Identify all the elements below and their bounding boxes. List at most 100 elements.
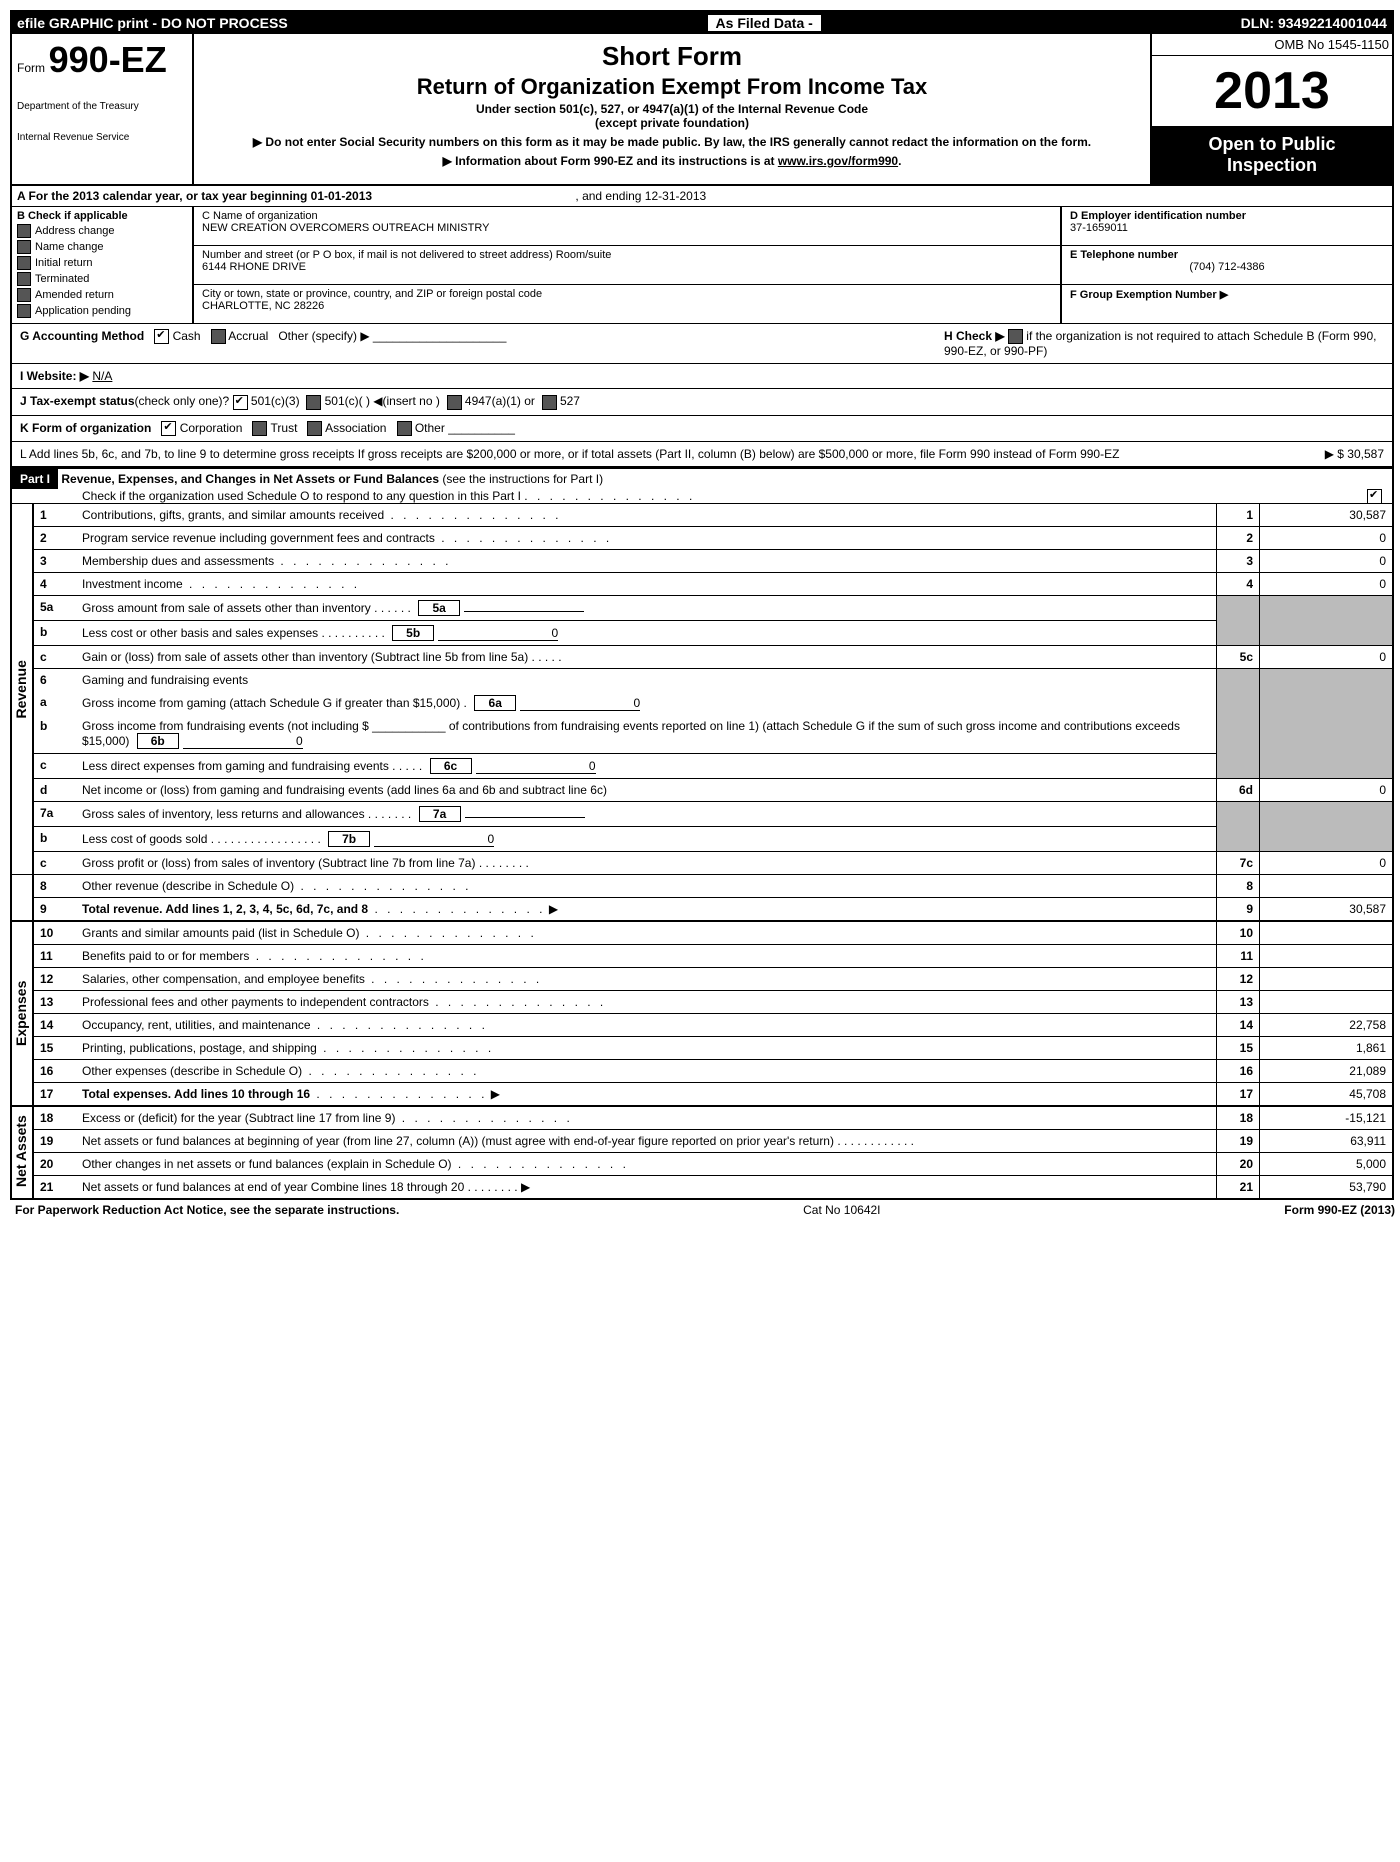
expenses-side-label: Expenses (12, 921, 33, 1106)
amt-11 (1260, 944, 1393, 967)
amt-6c: 0 (476, 759, 596, 774)
cb-address-change[interactable]: Address change (17, 224, 187, 238)
title-return: Return of Organization Exempt From Incom… (204, 74, 1140, 100)
line-i: I Website: ▶ N/A (12, 364, 1392, 389)
dept-treasury: Department of the Treasury (17, 101, 187, 112)
ein-value: 37-1659011 (1070, 222, 1128, 234)
website-value: N/A (92, 369, 112, 383)
amt-20: 5,000 (1260, 1152, 1393, 1175)
org-name-row: C Name of organization NEW CREATION OVER… (194, 207, 1060, 246)
cb-amended[interactable]: Amended return (17, 288, 187, 302)
as-filed-label: As Filed Data - (708, 15, 821, 31)
amt-17: 45,708 (1260, 1082, 1393, 1106)
cb-4947[interactable] (447, 395, 462, 410)
header-right: OMB No 1545-1150 2013 Open to Public Ins… (1150, 34, 1392, 184)
col-d: D Employer identification number 37-1659… (1060, 207, 1392, 323)
amt-3: 0 (1260, 549, 1393, 572)
org-name: NEW CREATION OVERCOMERS OUTREACH MINISTR… (202, 222, 489, 234)
part-i-header: Part I Revenue, Expenses, and Changes in… (12, 467, 1392, 504)
org-address: 6144 RHONE DRIVE (202, 261, 306, 273)
note-info: ▶ Information about Form 990-EZ and its … (204, 154, 1140, 168)
cb-527[interactable] (542, 395, 557, 410)
amt-6a: 0 (520, 696, 640, 711)
phone-row: E Telephone number (704) 712-4386 (1062, 246, 1392, 285)
header-center: Short Form Return of Organization Exempt… (194, 34, 1150, 184)
footer-mid: Cat No 10642I (803, 1203, 880, 1217)
cb-501c[interactable] (306, 395, 321, 410)
amt-12 (1260, 967, 1393, 990)
amt-6d: 0 (1260, 778, 1393, 801)
note-ssn: ▶ Do not enter Social Security numbers o… (204, 135, 1140, 149)
amt-15: 1,861 (1260, 1036, 1393, 1059)
amt-13 (1260, 990, 1393, 1013)
irs-link[interactable]: www.irs.gov/form990 (778, 154, 898, 168)
footer: For Paperwork Reduction Act Notice, see … (10, 1200, 1400, 1220)
open-public: Open to Public Inspection (1152, 126, 1392, 184)
col-b-header: B Check if applicable (17, 210, 128, 222)
line-l: L Add lines 5b, 6c, and 7b, to line 9 to… (12, 442, 1392, 467)
amt-4: 0 (1260, 572, 1393, 595)
cb-other[interactable] (397, 421, 412, 436)
amt-8 (1260, 874, 1393, 897)
cb-501c3[interactable] (233, 395, 248, 410)
gross-receipts: ▶ $ 30,587 (1204, 447, 1384, 461)
header-left: Form 990-EZ Department of the Treasury I… (12, 34, 194, 184)
dept-irs: Internal Revenue Service (17, 132, 187, 143)
netassets-side-label: Net Assets (12, 1106, 33, 1198)
amt-5b: 0 (438, 626, 558, 641)
amt-14: 22,758 (1260, 1013, 1393, 1036)
header: Form 990-EZ Department of the Treasury I… (12, 34, 1392, 186)
revenue-side-label: Revenue (12, 504, 33, 875)
cb-assoc[interactable] (307, 421, 322, 436)
line-j: J Tax-exempt status(check only one)? 501… (12, 389, 1392, 415)
cb-terminated[interactable]: Terminated (17, 272, 187, 286)
line-g-h: G Accounting Method Cash Accrual Other (… (12, 324, 1392, 364)
amt-16: 21,089 (1260, 1059, 1393, 1082)
efile-label: efile GRAPHIC print - DO NOT PROCESS (17, 15, 288, 31)
ein-row: D Employer identification number 37-1659… (1062, 207, 1392, 246)
amt-7b: 0 (374, 832, 494, 847)
form-990ez: efile GRAPHIC print - DO NOT PROCESS As … (10, 10, 1394, 1200)
amt-7c: 0 (1260, 851, 1393, 874)
col-c: C Name of organization NEW CREATION OVER… (194, 207, 1060, 323)
cb-cash[interactable] (154, 329, 169, 344)
form-prefix: Form (17, 61, 45, 75)
subtitle-except: (except private foundation) (204, 116, 1140, 130)
lines-table: Revenue 1 Contributions, gifts, grants, … (12, 504, 1392, 1198)
group-row: F Group Exemption Number ▶ (1062, 285, 1392, 323)
phone-value: (704) 712-4386 (1070, 261, 1384, 273)
tax-year: 2013 (1152, 56, 1392, 126)
cb-schedule-b[interactable] (1008, 329, 1023, 344)
amt-18: -15,121 (1260, 1106, 1393, 1130)
omb-number: OMB No 1545-1150 (1152, 34, 1392, 56)
footer-right: Form 990-EZ (2013) (1284, 1203, 1395, 1217)
cb-initial-return[interactable]: Initial return (17, 256, 187, 270)
cb-trust[interactable] (252, 421, 267, 436)
form-number: 990-EZ (49, 39, 167, 80)
line-k: K Form of organization Corporation Trust… (12, 416, 1392, 442)
dln-label: DLN: 93492214001044 (1241, 15, 1387, 31)
amt-9: 30,587 (1260, 897, 1393, 921)
org-addr-row: Number and street (or P O box, if mail i… (194, 246, 1060, 285)
footer-left: For Paperwork Reduction Act Notice, see … (15, 1203, 399, 1217)
cb-name-change[interactable]: Name change (17, 240, 187, 254)
amt-2: 0 (1260, 526, 1393, 549)
cb-corp[interactable] (161, 421, 176, 436)
cb-schedule-o[interactable] (1367, 489, 1382, 504)
section-a: A For the 2013 calendar year, or tax yea… (12, 186, 1392, 207)
amt-19: 63,911 (1260, 1129, 1393, 1152)
amt-5c: 0 (1260, 645, 1393, 668)
org-city: CHARLOTTE, NC 28226 (202, 300, 324, 312)
amt-10 (1260, 921, 1393, 945)
amt-6b: 0 (183, 734, 303, 749)
col-b: B Check if applicable Address change Nam… (12, 207, 194, 323)
amt-1: 30,587 (1260, 504, 1393, 527)
amt-21: 53,790 (1260, 1175, 1393, 1198)
cb-accrual[interactable] (211, 329, 226, 344)
top-bar: efile GRAPHIC print - DO NOT PROCESS As … (12, 12, 1392, 34)
org-city-row: City or town, state or province, country… (194, 285, 1060, 323)
cb-pending[interactable]: Application pending (17, 304, 187, 318)
part-i-label: Part I (12, 469, 58, 489)
title-short-form: Short Form (204, 41, 1140, 72)
subtitle-section: Under section 501(c), 527, or 4947(a)(1)… (204, 102, 1140, 116)
